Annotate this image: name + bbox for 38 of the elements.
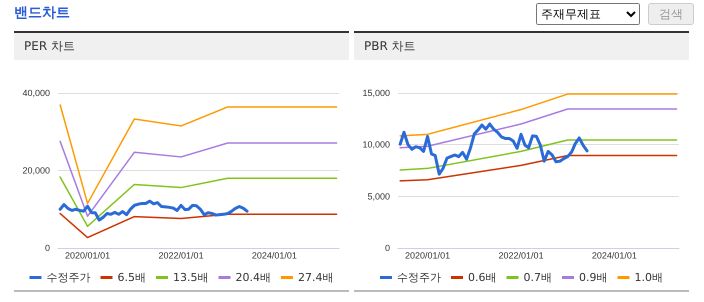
y-tick-label: 20,000 bbox=[22, 166, 50, 176]
x-tick-label: 2024/01/01 bbox=[252, 250, 297, 260]
legend-label: 6.5배 bbox=[118, 271, 146, 284]
x-tick-label: 2022/01/01 bbox=[498, 250, 544, 260]
line-series bbox=[398, 122, 589, 176]
line-series bbox=[59, 140, 338, 217]
line-series bbox=[399, 108, 678, 149]
line-series bbox=[59, 176, 338, 228]
line-series bbox=[399, 93, 678, 137]
x-tick-label: 2020/01/01 bbox=[65, 250, 110, 260]
legend-label: 20.4배 bbox=[236, 271, 271, 284]
y-tick-label: 0 bbox=[44, 243, 50, 253]
legend-label: 수정주가 bbox=[397, 271, 442, 284]
x-tick-label: 2022/01/01 bbox=[158, 250, 204, 260]
dropdown: 주재무제표 bbox=[536, 3, 640, 25]
search-button: 검색 bbox=[648, 3, 694, 25]
legend-label: 0.7배 bbox=[524, 271, 552, 284]
chart-title: PBR 차트 bbox=[354, 33, 689, 60]
x-tick-label: 2020/01/01 bbox=[405, 250, 450, 260]
legend-label: 13.5배 bbox=[173, 271, 209, 284]
line-series bbox=[399, 139, 678, 171]
legend-label: 0.9배 bbox=[579, 271, 608, 284]
legend-label: 1.0배 bbox=[634, 271, 663, 284]
y-tick-label: 15,000 bbox=[362, 88, 390, 98]
text: 밴드차트 bbox=[14, 4, 70, 22]
line-series bbox=[58, 200, 249, 222]
y-tick-label: 0 bbox=[384, 243, 390, 253]
chart-title: PER 차트 bbox=[14, 33, 349, 60]
line-series bbox=[59, 104, 338, 204]
y-tick-label: 5,000 bbox=[367, 191, 390, 202]
x-tick-label: 2024/01/01 bbox=[592, 250, 637, 260]
line-series bbox=[59, 212, 338, 238]
legend-label: 수정주가 bbox=[46, 271, 91, 284]
line-series bbox=[399, 154, 678, 182]
y-tick-label: 40,000 bbox=[22, 88, 50, 98]
legend-label: 27.4배 bbox=[298, 271, 334, 284]
legend-label: 0.6배 bbox=[468, 271, 497, 284]
y-tick-label: 10,000 bbox=[362, 140, 390, 150]
